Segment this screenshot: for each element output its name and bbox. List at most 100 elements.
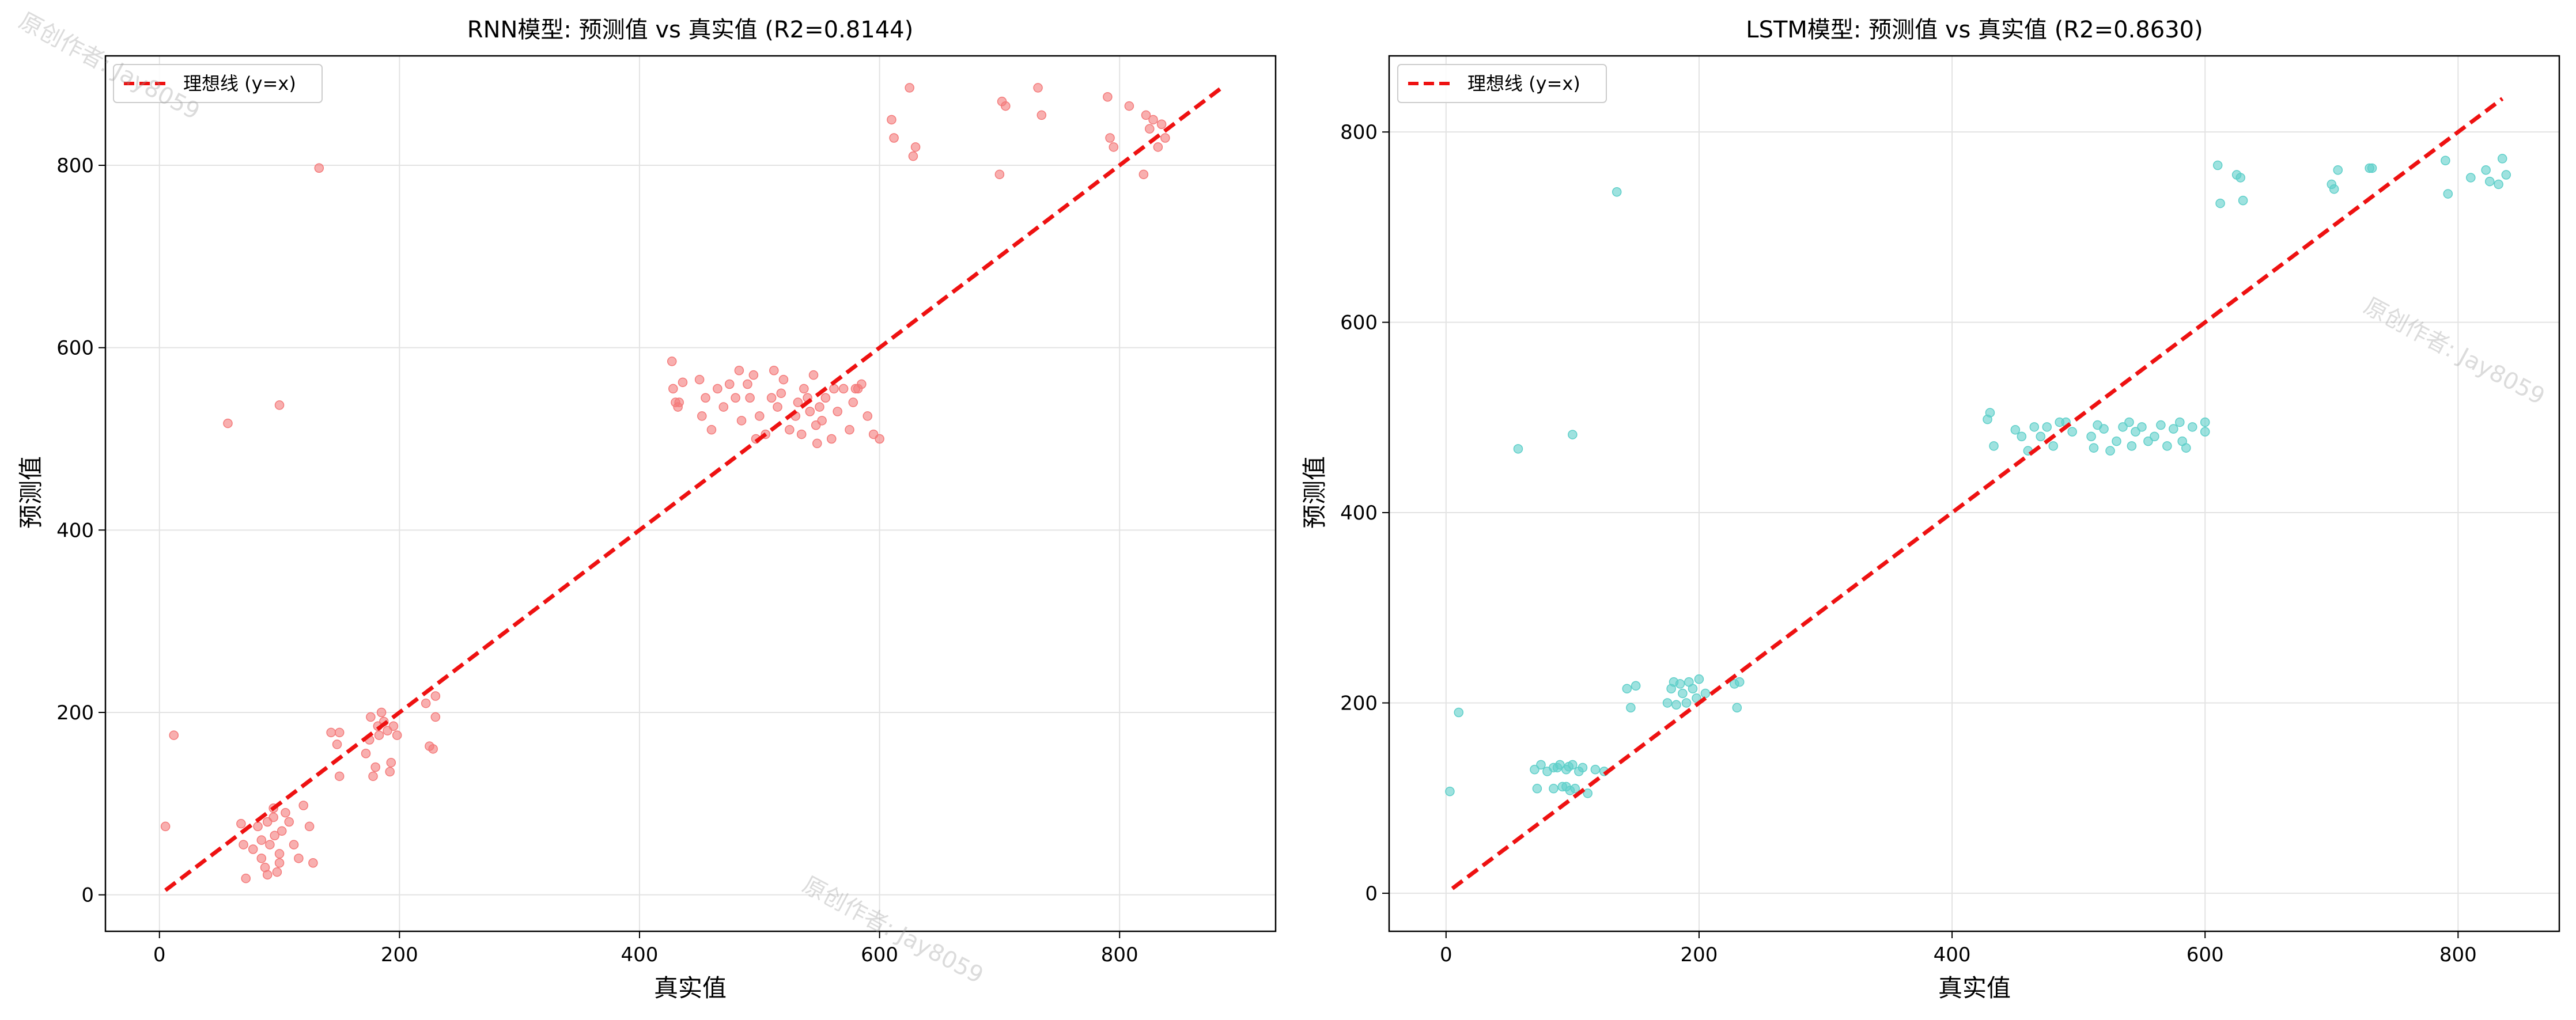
rnn-y-tick-label: 200 <box>56 702 94 725</box>
lstm-data-point <box>1694 674 1704 684</box>
rnn-data-point <box>793 397 803 407</box>
lstm-data-point <box>2048 441 2058 451</box>
lstm-data-point <box>2150 431 2159 442</box>
rnn-data-point <box>724 379 735 389</box>
rnn-data-point <box>160 821 171 832</box>
lstm-y-tick-label: 400 <box>1340 502 1378 525</box>
rnn-data-point <box>262 817 273 827</box>
rnn-data-point <box>281 807 290 818</box>
rnn-data-point <box>857 379 867 389</box>
rnn-data-point <box>796 429 807 439</box>
rnn-data-point <box>817 416 827 426</box>
rnn-data-point <box>820 393 831 403</box>
lstm-y-tick-label: 0 <box>1365 882 1378 905</box>
rnn-data-point <box>769 366 779 376</box>
rnn-data-point <box>805 407 815 416</box>
rnn-y-axis-label: 预测值 <box>17 456 45 529</box>
rnn-data-point <box>668 384 678 394</box>
rnn-gridlines <box>105 56 1276 931</box>
lstm-data-point <box>1622 684 1632 693</box>
rnn-data-point <box>766 393 777 403</box>
lstm-data-point <box>1700 688 1711 699</box>
rnn-data-point <box>755 411 765 421</box>
rnn-data-point <box>799 384 809 394</box>
rnn-data-point <box>376 707 387 718</box>
lstm-data-point <box>2086 431 2096 442</box>
lstm-data-point <box>2137 422 2147 432</box>
rnn-data-point <box>294 854 304 863</box>
lstm-data-point <box>2501 170 2511 180</box>
lstm-data-point <box>1570 783 1580 794</box>
lstm-x-tick-label: 0 <box>1440 943 1452 966</box>
rnn-data-point <box>778 374 789 385</box>
rnn-data-point <box>392 730 402 740</box>
rnn-legend-box <box>113 64 323 103</box>
rnn-data-point <box>253 821 263 832</box>
rnn-data-point <box>731 393 740 403</box>
rnn-x-tick-label: 600 <box>861 943 898 966</box>
rnn-x-tick-label: 200 <box>381 943 418 966</box>
lstm-data-point <box>2112 436 2121 446</box>
rnn-data-point <box>223 418 233 429</box>
rnn-data-point <box>256 854 267 863</box>
lstm-data-point <box>1590 764 1601 775</box>
rnn-data-point <box>743 379 752 389</box>
rnn-data-point <box>385 767 395 777</box>
lstm-data-point <box>1578 763 1588 773</box>
rnn-plot-frame <box>104 55 1277 932</box>
lstm-data-point <box>1989 441 1999 451</box>
lstm-points <box>1445 154 2511 798</box>
lstm-data-point <box>2067 427 2077 437</box>
rnn-data-point <box>262 870 273 880</box>
rnn-chart-title: RNN模型: 预测值 vs 真实值 (R2=0.8144) <box>467 17 913 43</box>
lstm-data-point <box>1568 430 1578 439</box>
rnn-data-point <box>773 402 782 412</box>
lstm-legend-box <box>1397 64 1607 103</box>
rnn-data-point <box>239 840 248 850</box>
rnn-data-point <box>272 867 282 877</box>
rnn-y-tick-label: 600 <box>56 337 94 360</box>
lstm-data-point <box>2200 417 2210 427</box>
rnn-data-point <box>326 727 336 738</box>
rnn-data-point <box>332 740 342 749</box>
lstm-data-point <box>2156 420 2166 430</box>
lstm-data-point <box>1732 703 1742 712</box>
lstm-data-point <box>1662 698 1673 708</box>
lstm-data-point <box>1612 187 1622 197</box>
rnn-data-point <box>713 384 723 394</box>
rnn-data-point <box>1109 142 1119 152</box>
lstm-data-point <box>2443 189 2453 199</box>
rnn-data-point <box>694 374 705 385</box>
rnn-x-tick-label: 800 <box>1101 943 1138 966</box>
rnn-data-point <box>284 817 294 827</box>
rnn-data-point <box>674 397 684 407</box>
lstm-data-point <box>2333 165 2343 175</box>
lstm-data-point <box>2235 173 2245 183</box>
rnn-data-point <box>863 411 873 421</box>
lstm-data-point <box>1549 783 1559 794</box>
lstm-data-point <box>1454 707 1464 718</box>
rnn-data-point <box>845 424 854 435</box>
lstm-data-point <box>2042 422 2052 432</box>
lstm-data-point <box>2131 427 2140 437</box>
rnn-data-point <box>241 873 251 884</box>
lstm-data-point <box>2181 443 2191 453</box>
lstm-y-axis-label: 预测值 <box>1300 456 1329 529</box>
lstm-data-point <box>2036 431 2046 442</box>
rnn-data-point <box>277 826 287 836</box>
lstm-data-point <box>2017 431 2027 442</box>
rnn-chart: RNN模型: 预测值 vs 真实值 (R2=0.8144) 0 200 400 600… <box>17 17 1277 1002</box>
rnn-data-point <box>776 388 786 399</box>
rnn-data-point <box>745 393 755 403</box>
rnn-data-point <box>1153 142 1163 152</box>
lstm-data-point <box>1583 788 1592 798</box>
rnn-data-point <box>829 384 839 394</box>
rnn-data-point <box>308 858 318 868</box>
rnn-data-point <box>386 757 396 768</box>
rnn-data-point <box>697 411 707 421</box>
lstm-y-tick-label: 200 <box>1340 692 1378 715</box>
lstm-data-point <box>2494 179 2503 189</box>
lstm-data-point <box>2481 165 2491 175</box>
rnn-data-point <box>827 434 837 444</box>
